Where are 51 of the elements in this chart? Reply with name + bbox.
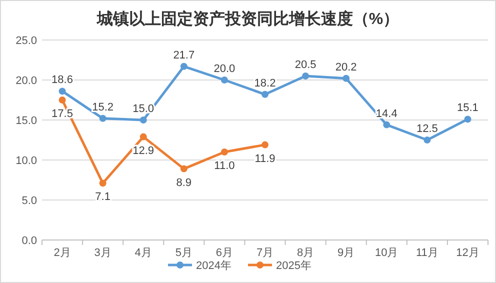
- legend-label: 2024年: [196, 260, 232, 272]
- data-label: 18.6: [52, 74, 73, 86]
- data-label: 15.2: [92, 101, 114, 114]
- x-tick-label: 8月: [296, 247, 314, 259]
- legend-label: 2025年: [276, 260, 312, 272]
- point: [180, 62, 188, 70]
- point: [99, 180, 106, 187]
- x-tick-label: 3月: [94, 247, 112, 259]
- data-label: 8.9: [176, 176, 192, 189]
- x-tick-label: 9月: [338, 247, 355, 259]
- point: [262, 141, 268, 148]
- point: [464, 116, 472, 123]
- data-label: 20.2: [335, 61, 357, 74]
- y-tick-label: 10.0: [16, 155, 37, 167]
- x-tick-label: 7月: [256, 247, 274, 259]
- x-tick-label: 10月: [375, 247, 398, 259]
- x-tick-label: 4月: [134, 247, 152, 259]
- data-label: 7.1: [95, 191, 110, 204]
- point: [262, 90, 268, 98]
- x-tick-label: 5月: [175, 247, 192, 259]
- x-tick-label: 6月: [216, 247, 234, 259]
- x-tick-label: 12月: [456, 247, 480, 259]
- point: [342, 74, 350, 82]
- data-label: 12.5: [416, 123, 438, 135]
- y-tick-label: 5.0: [22, 195, 37, 207]
- point: [99, 114, 106, 122]
- data-label: 11.0: [214, 160, 235, 172]
- point: [383, 121, 390, 128]
- point: [180, 165, 188, 172]
- data-label: 20.5: [294, 59, 316, 71]
- data-label: 18.2: [254, 77, 276, 90]
- point: [140, 133, 147, 140]
- data-label: 21.7: [173, 49, 195, 62]
- x-tick-label: 11月: [416, 247, 438, 259]
- y-tick-label: 20.0: [16, 75, 37, 87]
- data-label: 15.1: [457, 102, 478, 114]
- data-label: 12.9: [132, 144, 154, 157]
- data-label: 11.9: [254, 152, 276, 165]
- point: [424, 136, 431, 144]
- point: [58, 88, 66, 95]
- data-label: 20.0: [214, 63, 236, 75]
- point: [220, 76, 228, 84]
- point: [140, 116, 147, 124]
- point: [302, 72, 310, 80]
- x-tick-label: 2月: [54, 247, 71, 259]
- y-tick-label: 15.0: [16, 115, 37, 127]
- y-tick-label: 0.0: [22, 235, 37, 247]
- point: [220, 148, 228, 156]
- point: [58, 96, 66, 104]
- chart-title: 城镇以上固定资产投资同比增长速度（%）: [96, 9, 400, 28]
- y-tick-label: 25.0: [16, 35, 37, 47]
